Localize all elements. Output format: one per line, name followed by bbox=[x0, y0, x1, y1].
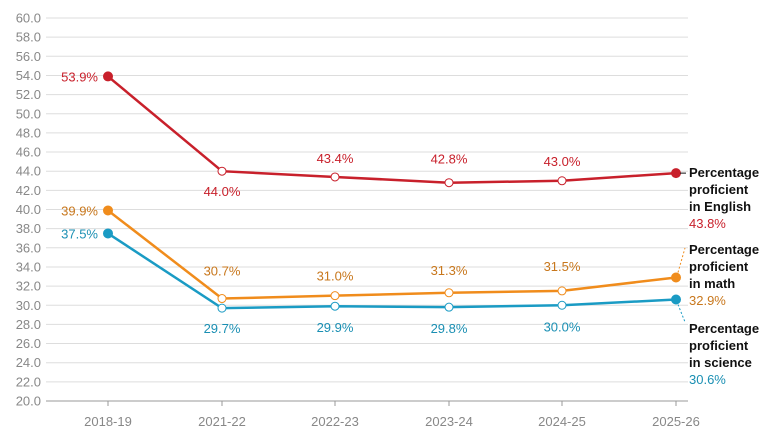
data-point bbox=[217, 294, 227, 304]
grid-lines bbox=[46, 17, 688, 402]
data-point bbox=[671, 272, 681, 283]
y-tick-label: 58.0 bbox=[16, 30, 41, 45]
data-point bbox=[330, 172, 340, 182]
y-tick-label: 42.0 bbox=[16, 183, 41, 198]
series-name-line: proficient bbox=[689, 338, 749, 353]
series-name-line: Percentage bbox=[689, 165, 759, 180]
y-tick-label: 34.0 bbox=[16, 259, 41, 274]
series-name-line: in math bbox=[689, 276, 735, 291]
x-tick-label: 2025-26 bbox=[652, 414, 700, 429]
data-point bbox=[444, 288, 454, 298]
data-point bbox=[330, 291, 340, 301]
series-name-line: Percentage bbox=[689, 242, 759, 257]
y-tick-label: 54.0 bbox=[16, 68, 41, 83]
data-point bbox=[671, 168, 681, 179]
data-point bbox=[444, 302, 454, 312]
series-name-line: proficient bbox=[689, 259, 749, 274]
series-label: Percentage proficient in math 32.9% bbox=[689, 242, 759, 308]
data-label: 53.9% bbox=[61, 69, 98, 84]
data-labels: 53.9% 44.0% 43.4% 42.8% 43.0% 39.9% 30.7% 31.0%… bbox=[61, 69, 581, 336]
data-point bbox=[330, 301, 340, 311]
y-tick-label: 40.0 bbox=[16, 202, 41, 217]
series-label: Percentage proficient in science 30.6% bbox=[689, 321, 759, 387]
leader-line bbox=[677, 247, 686, 273]
y-tick-label: 20.0 bbox=[16, 394, 41, 409]
y-tick-label: 22.0 bbox=[16, 374, 41, 389]
data-point bbox=[103, 228, 113, 239]
data-label: 44.0% bbox=[204, 184, 241, 199]
data-label: 31.3% bbox=[431, 263, 468, 278]
data-label: 29.9% bbox=[317, 320, 354, 335]
data-point bbox=[444, 178, 454, 188]
x-tick-label: 2023-24 bbox=[425, 414, 473, 429]
x-axis-ticks: 2018-19 2021-22 2022-23 2023-24 2024-25 2025-… bbox=[84, 401, 700, 429]
data-label: 31.5% bbox=[544, 259, 581, 274]
x-tick-label: 2018-19 bbox=[84, 414, 132, 429]
series-line bbox=[107, 232, 677, 310]
y-tick-label: 24.0 bbox=[16, 355, 41, 370]
y-tick-label: 52.0 bbox=[16, 87, 41, 102]
data-point bbox=[557, 300, 567, 310]
data-point bbox=[217, 303, 227, 313]
x-tick-label: 2021-22 bbox=[198, 414, 246, 429]
x-tick-label: 2024-25 bbox=[538, 414, 586, 429]
series-end-value: 30.6% bbox=[689, 372, 726, 387]
series-name-line: Percentage bbox=[689, 321, 759, 336]
series-line bbox=[107, 75, 677, 184]
data-label: 39.9% bbox=[61, 203, 98, 218]
data-point bbox=[671, 294, 681, 305]
series-line bbox=[107, 209, 677, 300]
y-tick-label: 30.0 bbox=[16, 298, 41, 313]
series-name-line: in English bbox=[689, 199, 751, 214]
data-point bbox=[217, 166, 227, 176]
data-point bbox=[557, 286, 567, 296]
series-name-line: proficient bbox=[689, 182, 749, 197]
data-label: 31.0% bbox=[317, 269, 354, 284]
y-axis-ticks: 20.0 22.0 24.0 26.0 28.0 30.0 32.0 34.0 36.0 38.0… bbox=[16, 11, 41, 409]
series-end-value: 32.9% bbox=[689, 293, 726, 308]
data-label: 43.0% bbox=[544, 154, 581, 169]
data-point bbox=[103, 205, 113, 216]
data-point bbox=[557, 176, 567, 186]
data-label: 37.5% bbox=[61, 226, 98, 241]
y-tick-label: 32.0 bbox=[16, 279, 41, 294]
y-tick-label: 26.0 bbox=[16, 336, 41, 351]
series-name-line: in science bbox=[689, 355, 752, 370]
y-tick-label: 38.0 bbox=[16, 221, 41, 236]
series-end-value: 43.8% bbox=[689, 216, 726, 231]
y-tick-label: 56.0 bbox=[16, 49, 41, 64]
leader-line bbox=[677, 304, 686, 323]
y-tick-label: 48.0 bbox=[16, 125, 41, 140]
data-label: 42.8% bbox=[431, 152, 468, 167]
data-point bbox=[103, 71, 113, 82]
data-label: 30.7% bbox=[204, 264, 241, 279]
y-tick-label: 28.0 bbox=[16, 317, 41, 332]
y-tick-label: 46.0 bbox=[16, 145, 41, 160]
y-tick-label: 50.0 bbox=[16, 106, 41, 121]
data-label: 30.0% bbox=[544, 319, 581, 334]
data-label: 29.8% bbox=[431, 321, 468, 336]
data-label: 43.4% bbox=[317, 151, 354, 166]
series-label: Percentage proficient in English 43.8% bbox=[689, 165, 759, 231]
data-label: 29.7% bbox=[204, 321, 241, 336]
y-tick-label: 36.0 bbox=[16, 240, 41, 255]
x-tick-label: 2022-23 bbox=[311, 414, 359, 429]
series-lines bbox=[103, 71, 681, 313]
y-tick-label: 60.0 bbox=[16, 11, 41, 26]
y-tick-label: 44.0 bbox=[16, 164, 41, 179]
